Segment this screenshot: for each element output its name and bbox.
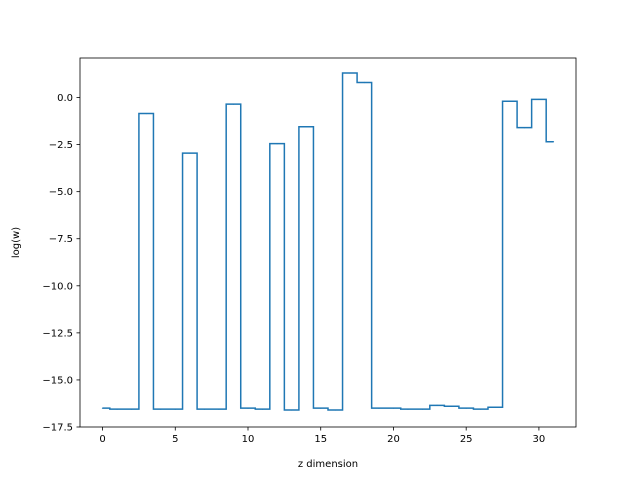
x-tick-label: 30	[533, 434, 546, 445]
x-tick-label: 5	[172, 434, 178, 445]
data-point	[436, 404, 438, 406]
y-tick-label: −2.5	[49, 140, 73, 151]
plot-frame	[79, 57, 577, 428]
x-axis-label: z dimension	[298, 459, 358, 470]
x-tick-label: 25	[460, 434, 473, 445]
data-point	[392, 407, 395, 409]
data-point	[421, 408, 424, 410]
data-point	[552, 141, 555, 143]
data-point	[509, 100, 511, 102]
y-tick-label: −15.0	[42, 375, 73, 386]
data-point	[291, 409, 293, 411]
data-point	[320, 407, 322, 409]
plot-area	[80, 58, 576, 427]
data-point	[349, 72, 351, 74]
data-point	[189, 152, 191, 154]
series-layer	[101, 72, 555, 411]
data-point	[261, 408, 264, 410]
x-tick-label: 0	[99, 434, 105, 445]
y-tick-label: −10.0	[42, 281, 73, 292]
data-point	[305, 126, 307, 128]
y-tick-label: −5.0	[49, 187, 73, 198]
y-tick-label: 0.0	[57, 93, 73, 104]
data-point	[276, 143, 278, 145]
data-point	[232, 103, 235, 105]
data-point	[363, 81, 365, 84]
ticks-layer: 0 5 10 15 20 25 30 0.0 −2.5 −5.0 −7.5 −10.0 −12.5 −15…	[42, 93, 545, 445]
data-point	[465, 407, 467, 409]
data-point	[174, 408, 176, 410]
y-tick-label: −17.5	[42, 423, 73, 434]
x-tick-label: 20	[387, 434, 400, 445]
data-point	[131, 408, 133, 410]
data-point	[247, 407, 249, 409]
data-point	[480, 408, 482, 410]
data-point	[203, 408, 205, 410]
data-point	[494, 406, 496, 408]
data-point	[160, 408, 162, 410]
y-tick-label: −7.5	[49, 234, 73, 245]
data-point	[407, 408, 409, 410]
data-point	[334, 409, 336, 411]
data-point	[145, 112, 147, 115]
data-point	[538, 98, 540, 101]
data-point	[523, 127, 525, 129]
data-point	[378, 407, 380, 409]
data-point	[451, 405, 453, 407]
series-line	[102, 72, 554, 411]
data-point	[218, 408, 220, 410]
data-point	[101, 407, 104, 409]
y-tick-label: −12.5	[42, 328, 73, 339]
x-tick-label: 15	[314, 434, 327, 445]
data-point	[116, 408, 118, 410]
y-axis-label: log(w)	[11, 227, 22, 258]
x-tick-label: 10	[242, 434, 255, 445]
